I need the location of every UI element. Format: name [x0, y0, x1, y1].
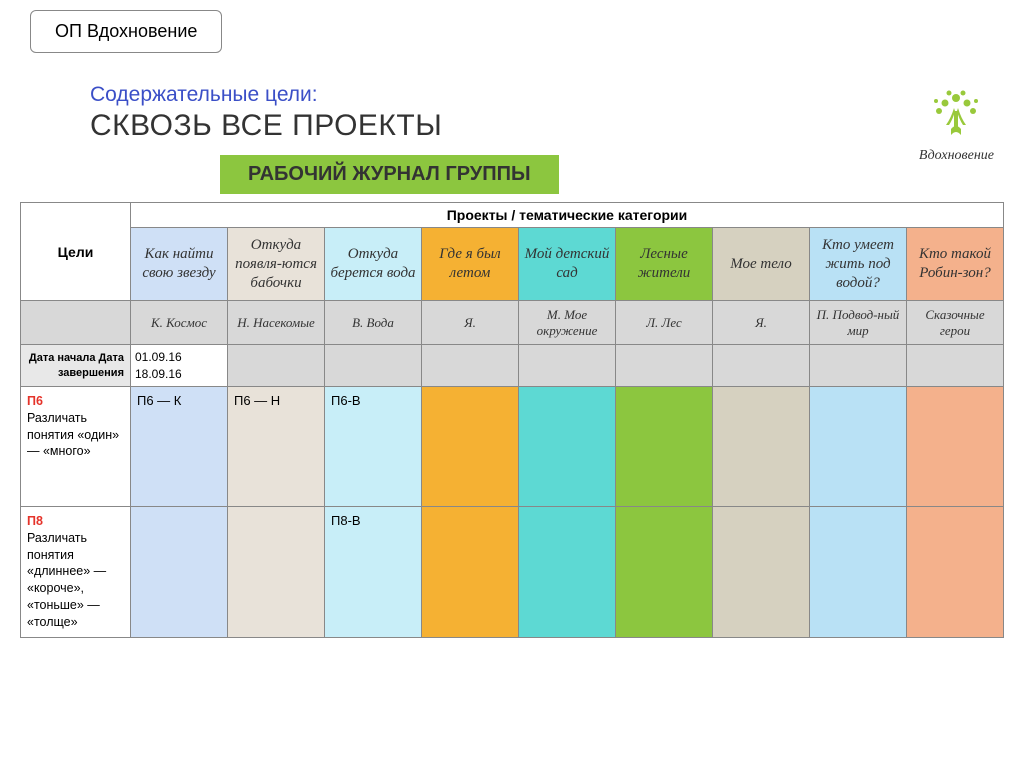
project-subcat: Н. Насекомые: [228, 301, 325, 345]
tree-icon: [921, 83, 991, 143]
data-cell: [519, 506, 616, 637]
subtitle: Содержательные цели:: [90, 83, 1004, 107]
goal-cell: П8Различать понятия «длиннее» — «короче»…: [21, 506, 131, 637]
data-cell: П6-В: [325, 386, 422, 506]
subcat-row: К. КосмосН. НасекомыеВ. ВодаЯ.М. Мое окр…: [21, 301, 1004, 345]
data-cell: [422, 506, 519, 637]
journal-table: Цели Проекты / тематические категории Ка…: [20, 202, 1004, 638]
date-cell: [713, 345, 810, 386]
logo: Вдохновение: [919, 83, 994, 164]
project-header: Кто такой Робин-зон?: [907, 228, 1004, 301]
subcat-blank: [21, 301, 131, 345]
data-cell: [616, 506, 713, 637]
goal-row: П6Различать понятия «один» — «много»П6 —…: [21, 386, 1004, 506]
dates-row: Дата начала Дата завершения 01.09.1618.0…: [21, 345, 1004, 386]
projects-row: Как найти свою звездуОткуда появля-ются …: [21, 228, 1004, 301]
project-subcat: В. Вода: [325, 301, 422, 345]
data-cell: [810, 506, 907, 637]
project-subcat: К. Космос: [131, 301, 228, 345]
top-label: ОП Вдохновение: [30, 10, 222, 53]
date-cell: 01.09.1618.09.16: [131, 345, 228, 386]
project-header: Кто умеет жить под водой?: [810, 228, 907, 301]
project-subcat: П. Подвод-ный мир: [810, 301, 907, 345]
date-cell: [228, 345, 325, 386]
project-subcat: Л. Лес: [616, 301, 713, 345]
data-cell: [713, 386, 810, 506]
projects-header: Проекты / тематические категории: [131, 203, 1004, 228]
goal-row: П8Различать понятия «длиннее» — «короче»…: [21, 506, 1004, 637]
date-cell: [907, 345, 1004, 386]
project-subcat: Я.: [422, 301, 519, 345]
date-cell: [422, 345, 519, 386]
project-subcat: М. Мое окружение: [519, 301, 616, 345]
data-cell: [616, 386, 713, 506]
data-cell: [907, 506, 1004, 637]
data-cell: [131, 506, 228, 637]
main-title: СКВОЗЬ ВСЕ ПРОЕКТЫ: [90, 109, 1004, 143]
project-header: Откуда появля-ются бабочки: [228, 228, 325, 301]
data-cell: П6 — К: [131, 386, 228, 506]
data-cell: [810, 386, 907, 506]
project-header: Как найти свою звезду: [131, 228, 228, 301]
project-header: Мое тело: [713, 228, 810, 301]
data-cell: П6 — Н: [228, 386, 325, 506]
table-header-row: Цели Проекты / тематические категории: [21, 203, 1004, 228]
project-header: Откуда берется вода: [325, 228, 422, 301]
project-subcat: Сказочные герои: [907, 301, 1004, 345]
data-cell: [519, 386, 616, 506]
goals-header: Цели: [21, 203, 131, 301]
date-cell: [519, 345, 616, 386]
date-cell: [325, 345, 422, 386]
data-cell: П8-В: [325, 506, 422, 637]
project-header: Лесные жители: [616, 228, 713, 301]
data-cell: [713, 506, 810, 637]
project-header: Мой детский сад: [519, 228, 616, 301]
date-cell: [616, 345, 713, 386]
date-label: Дата начала Дата завершения: [21, 345, 131, 386]
banner: РАБОЧИЙ ЖУРНАЛ ГРУППЫ: [220, 155, 559, 194]
data-cell: [422, 386, 519, 506]
logo-text: Вдохновение: [919, 148, 994, 164]
project-header: Где я был летом: [422, 228, 519, 301]
data-cell: [907, 386, 1004, 506]
header-area: Вдохновение Содержательные цели: СКВОЗЬ …: [20, 83, 1004, 194]
project-subcat: Я.: [713, 301, 810, 345]
date-cell: [810, 345, 907, 386]
data-cell: [228, 506, 325, 637]
goal-cell: П6Различать понятия «один» — «много»: [21, 386, 131, 506]
